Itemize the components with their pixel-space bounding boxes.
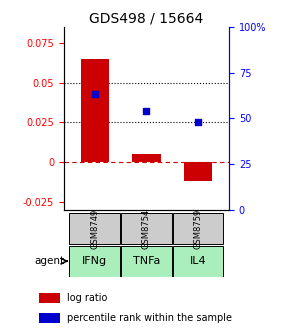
Bar [81, 59, 109, 162]
Point [144, 109, 149, 114]
Text: percentile rank within the sample: percentile rank within the sample [67, 313, 232, 323]
Text: GSM8759: GSM8759 [194, 208, 203, 249]
Bar [121, 213, 172, 244]
Text: log ratio: log ratio [67, 293, 108, 303]
Bar [173, 246, 223, 277]
Bar [39, 293, 60, 303]
Point [196, 120, 200, 125]
Text: TNFa: TNFa [133, 256, 160, 266]
Text: agent: agent [35, 256, 65, 266]
Bar [70, 213, 120, 244]
Text: GSM8754: GSM8754 [142, 208, 151, 249]
Bar [173, 213, 223, 244]
Bar [70, 246, 120, 277]
Bar [39, 313, 60, 323]
Bar [184, 162, 212, 181]
Text: IL4: IL4 [190, 256, 206, 266]
Bar [121, 246, 172, 277]
Text: IFNg: IFNg [82, 256, 107, 266]
Point [93, 91, 97, 96]
Bar [132, 154, 161, 162]
Text: GSM8749: GSM8749 [90, 208, 99, 249]
Title: GDS498 / 15664: GDS498 / 15664 [89, 12, 204, 26]
